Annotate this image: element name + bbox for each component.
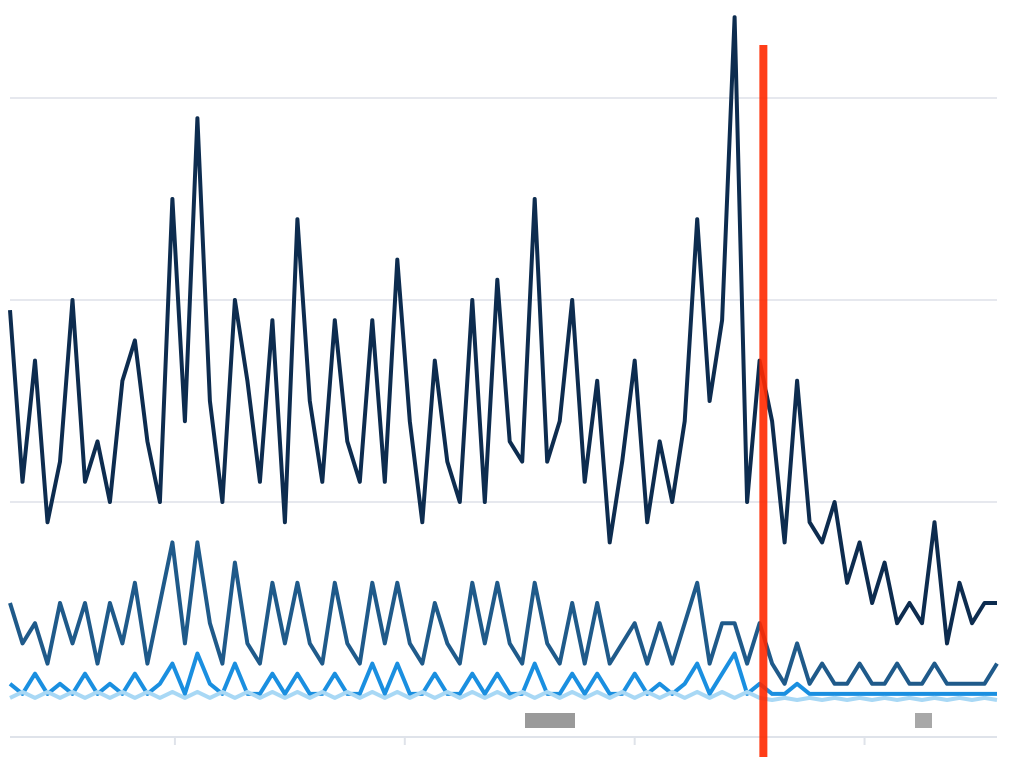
series-line <box>8 651 997 696</box>
series-line <box>8 15 997 646</box>
annotation-block <box>915 713 932 728</box>
series-line <box>8 540 999 686</box>
series-line <box>9 689 998 702</box>
annotation-block <box>525 713 575 728</box>
